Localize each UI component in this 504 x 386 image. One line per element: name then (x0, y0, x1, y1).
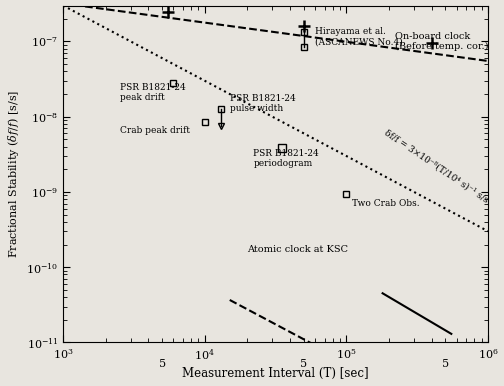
Text: PSR B1821-24
peak drift: PSR B1821-24 peak drift (119, 83, 185, 102)
Text: Crab peak drift: Crab peak drift (119, 126, 190, 135)
Text: Two Crab Obs.: Two Crab Obs. (352, 199, 420, 208)
Text: Hirayama et al.
(ASCANEWS No.4): Hirayama et al. (ASCANEWS No.4) (315, 27, 403, 47)
Text: 5: 5 (159, 359, 166, 369)
Y-axis label: Fractional Stability $(\delta f/f)$ [s/s]: Fractional Stability $(\delta f/f)$ [s/s… (6, 90, 21, 258)
Text: δf/f = 3×10⁻⁸(T/10⁴ s)⁻¹ s/s: δf/f = 3×10⁻⁸(T/10⁴ s)⁻¹ s/s (383, 128, 490, 205)
Text: 5: 5 (300, 359, 307, 369)
Text: 5: 5 (442, 359, 449, 369)
Text: Atomic clock at KSC: Atomic clock at KSC (247, 245, 348, 254)
X-axis label: Measurement Interval (T) [sec]: Measurement Interval (T) [sec] (182, 367, 369, 381)
Text: PSR B1821-24
periodogram: PSR B1821-24 periodogram (254, 149, 319, 168)
Text: PSR B1821-24
pulse width: PSR B1821-24 pulse width (230, 94, 295, 113)
Text: On-board clock
(Before temp. cor.): On-board clock (Before temp. cor.) (395, 32, 488, 51)
